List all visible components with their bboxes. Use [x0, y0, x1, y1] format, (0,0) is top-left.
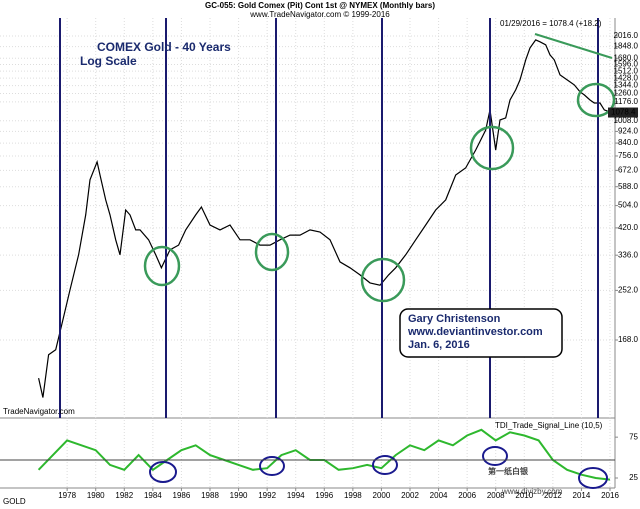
y-tick-label: 840.0 [618, 138, 639, 147]
y-tick-label: 25 [629, 473, 638, 482]
annotation: Jan. 6, 2016 [408, 339, 470, 351]
highlight-circle [576, 82, 616, 118]
y-tick-label: 1176.0 [614, 97, 638, 106]
y-tick-label: 672.0 [618, 165, 639, 174]
x-tick-label: 2002 [401, 491, 419, 500]
series-name: GOLD [3, 497, 26, 506]
x-tick-label: 1988 [201, 491, 219, 500]
y-tick-label: 336.0 [618, 250, 639, 259]
x-tick-label: 1992 [258, 491, 276, 500]
x-tick-label: 2014 [573, 491, 591, 500]
y-tick-label: 75 [629, 432, 638, 441]
y-tick-label: 1512.0 [614, 66, 639, 75]
x-tick-label: 1998 [344, 491, 362, 500]
y-tick-label: 1260.0 [614, 89, 639, 98]
highlight-circle [254, 232, 290, 272]
x-tick-label: 1996 [315, 491, 333, 500]
x-tick-label: 2006 [458, 491, 476, 500]
x-tick-label: 2008 [487, 491, 505, 500]
x-tick-label: 1978 [58, 491, 76, 500]
watermark: www.diyizby.com [501, 487, 563, 496]
indicator-circle [259, 456, 285, 476]
x-tick-label: 2016 [601, 491, 619, 500]
indicator-circle [149, 461, 177, 483]
author-box [399, 308, 563, 358]
annotation: 01/29/2016 = 1078.4 (+18.2) [500, 19, 602, 28]
annotation: Log Scale [80, 54, 137, 68]
chart-title: GC-055: Gold Comex (Pit) Cont 1st @ NYME… [205, 1, 435, 10]
highlight-circle [143, 245, 181, 287]
indicator-title: TDI_Trade_Signal_Line (10,5) [495, 421, 603, 430]
annotation: www.deviantinvestor.com [407, 326, 543, 338]
y-tick-label: 168.0 [618, 335, 639, 344]
indicator-circles [149, 446, 608, 489]
y-tick-label: 1848.0 [614, 42, 639, 51]
y-tick-label: 420.0 [618, 223, 639, 232]
y-tick-label: 504.0 [618, 201, 639, 210]
y-tick-label: 252.0 [618, 285, 639, 294]
trend-line [534, 33, 613, 59]
indicator-circle [482, 446, 508, 466]
indicator-circle [578, 467, 608, 489]
price-line [38, 39, 612, 398]
chart-subtitle: www.TradeNavigator.com © 1999-2016 [249, 10, 390, 19]
annotation: TradeNavigator.com [3, 407, 75, 416]
x-tick-label: 1980 [87, 491, 105, 500]
highlight-circle [469, 125, 515, 171]
x-tick-label: 2010 [515, 491, 533, 500]
x-tick-label: 2012 [544, 491, 562, 500]
y-tick-label: 756.0 [618, 151, 639, 160]
annotation: Gary Christenson [408, 313, 501, 325]
y-tick-label: 2016.0 [614, 31, 639, 40]
y-tick-label: 1008.0 [614, 116, 639, 125]
annotation: COMEX Gold - 40 Years [97, 40, 231, 54]
indicator-circle [372, 455, 398, 475]
last-value-label: 1078.4 [611, 108, 636, 117]
x-tick-label: 1990 [230, 491, 248, 500]
x-tick-label: 1982 [115, 491, 133, 500]
watermark: 第一纸白银 [488, 466, 529, 476]
y-tick-label: 588.0 [618, 182, 639, 191]
x-tick-label: 2004 [430, 491, 448, 500]
x-tick-label: 2000 [373, 491, 391, 500]
highlight-circles [143, 82, 616, 303]
x-tick-label: 1986 [173, 491, 191, 500]
x-tick-label: 1984 [144, 491, 162, 500]
y-tick-label: 1344.0 [614, 81, 639, 90]
y-tick-label: 1428.0 [614, 73, 639, 82]
y-tick-label: 1596.0 [614, 60, 639, 69]
last-value-box [608, 107, 638, 118]
y-tick-label: 1680.0 [614, 53, 639, 62]
highlight-circle [360, 257, 406, 303]
x-tick-label: 1994 [287, 491, 305, 500]
y-tick-label: 924.0 [618, 127, 639, 136]
